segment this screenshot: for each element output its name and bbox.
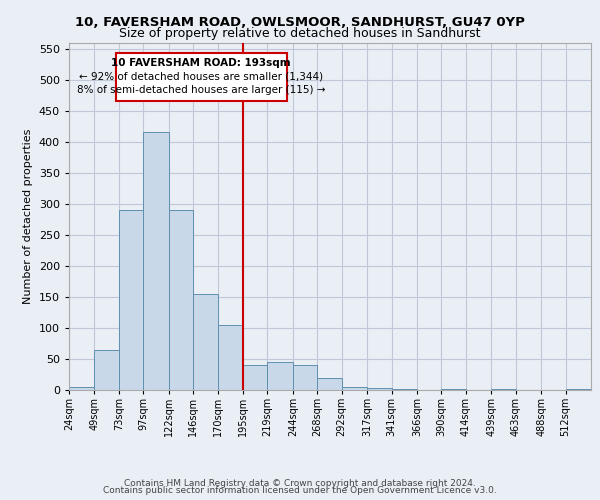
- Bar: [268, 362, 293, 390]
- Bar: [243, 365, 268, 390]
- Bar: [143, 132, 169, 390]
- Bar: [119, 210, 143, 390]
- Bar: [69, 387, 94, 390]
- FancyBboxPatch shape: [116, 53, 287, 102]
- Bar: [342, 387, 367, 390]
- Bar: [94, 350, 119, 390]
- Text: 10, FAVERSHAM ROAD, OWLSMOOR, SANDHURST, GU47 0YP: 10, FAVERSHAM ROAD, OWLSMOOR, SANDHURST,…: [75, 16, 525, 29]
- Y-axis label: Number of detached properties: Number of detached properties: [23, 128, 33, 304]
- Text: 8% of semi-detached houses are larger (115) →: 8% of semi-detached houses are larger (1…: [77, 86, 326, 96]
- Bar: [169, 210, 193, 390]
- Bar: [193, 294, 218, 390]
- Text: Contains public sector information licensed under the Open Government Licence v3: Contains public sector information licen…: [103, 486, 497, 495]
- Bar: [293, 365, 317, 390]
- Text: Contains HM Land Registry data © Crown copyright and database right 2024.: Contains HM Land Registry data © Crown c…: [124, 478, 476, 488]
- Text: 10 FAVERSHAM ROAD: 193sqm: 10 FAVERSHAM ROAD: 193sqm: [112, 58, 291, 68]
- Text: ← 92% of detached houses are smaller (1,344): ← 92% of detached houses are smaller (1,…: [79, 72, 323, 82]
- Bar: [218, 325, 243, 390]
- Bar: [367, 388, 392, 390]
- Bar: [317, 378, 342, 390]
- Text: Size of property relative to detached houses in Sandhurst: Size of property relative to detached ho…: [119, 28, 481, 40]
